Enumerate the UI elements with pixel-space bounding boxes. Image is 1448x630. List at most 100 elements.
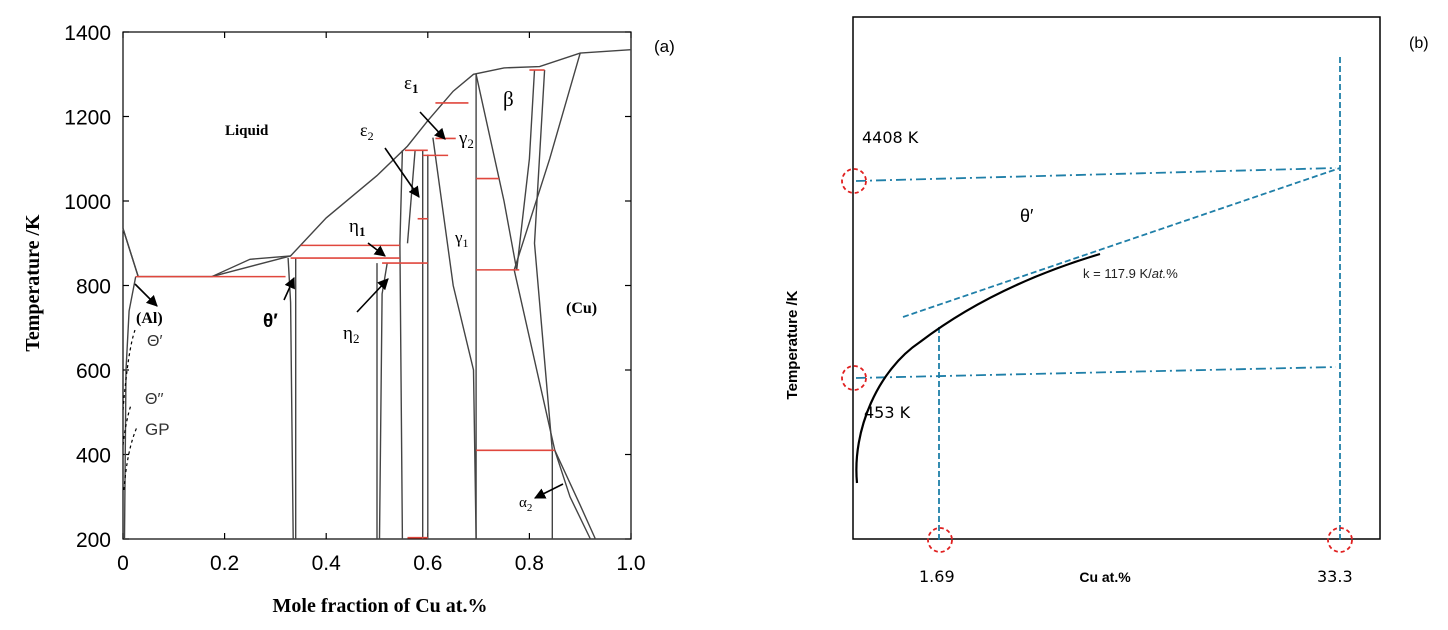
panel-a-arrows: [134, 111, 564, 499]
label-alpha2: α2: [519, 495, 532, 514]
arrow-eta2: [356, 278, 389, 313]
label-alpha2-sub: 2: [527, 502, 533, 514]
x-tick-label: 0.6: [413, 552, 442, 575]
phase-boundary: [123, 276, 137, 540]
arrow-al: [134, 283, 158, 307]
phase-boundary: [122, 49, 632, 278]
xtick-33-3: 33.3: [1317, 567, 1353, 586]
theta-prime-solvus-curve: [122, 329, 136, 411]
panel-a-invariant-lines: [135, 69, 555, 539]
panel-a-xlabel: Mole fraction of Cu at.%: [273, 595, 488, 617]
label-gamma2: γ2: [458, 128, 474, 151]
panel-a-ticks: 0 0.2 0.4 0.6 0.8 1.0 200 400 600 800 1000 1200 1400: [64, 22, 645, 575]
label-gamma1-sub: 1: [463, 236, 469, 250]
x-tick-label: 0: [117, 552, 129, 575]
arrow-theta-prime: [283, 276, 295, 301]
y-tick-label: 800: [76, 276, 111, 299]
label-gamma1: γ1: [454, 228, 469, 250]
panel-b-ylabel: Temperature /K: [784, 290, 801, 399]
arrow-alpha2: [533, 483, 564, 499]
phase-boundary: [432, 137, 477, 540]
marker-1-69: [927, 527, 953, 553]
y-tick-label: 1000: [64, 191, 111, 214]
label-eta1: η1: [349, 216, 365, 239]
arrow-eps2: [384, 147, 420, 198]
x-tick-label: 1.0: [616, 552, 645, 575]
panel-a-metastable-solvus: [122, 329, 138, 491]
y-tick-label: 600: [76, 360, 111, 383]
arrow-eps1: [419, 111, 446, 140]
y-tick-label: 200: [76, 529, 111, 552]
guide-upper-horizontal: [855, 167, 1337, 182]
label-slope-text: k = 117.9 K/: [1083, 266, 1152, 281]
label-theta-prime-dashed: Θ′: [147, 333, 162, 350]
label-gamma2-base: γ: [458, 128, 467, 149]
marker-33-3: [1327, 527, 1353, 553]
label-beta: β: [503, 87, 514, 111]
phase-boundary: [122, 228, 139, 277]
phase-boundary: [516, 69, 536, 270]
label-slope: k = 117.9 K/at.%: [1083, 266, 1178, 281]
label-gamma2-sub: 2: [467, 136, 474, 151]
label-alpha2-base: α: [519, 495, 527, 511]
theta-double-prime-solvus-curve: [122, 404, 132, 446]
theta-prime-solvus: [855, 252, 1101, 484]
panel-a-phase-diagram: 0 0.2 0.4 0.6 0.8 1.0 200 400 600 800 1000 1200 1400…: [22, 22, 675, 617]
guide-lower-horizontal: [855, 366, 1337, 379]
x-tick-label: 0.4: [312, 552, 342, 575]
label-theta-double-prime: Θ′′: [145, 391, 163, 408]
phase-boundary: [554, 450, 592, 540]
label-eps2: ε2: [360, 120, 374, 143]
phase-boundary: [513, 52, 597, 540]
phase-boundary: [378, 262, 388, 540]
xtick-1-69: 1.69: [919, 567, 955, 586]
phase-boundary: [533, 69, 553, 539]
panel-b-tag: (b): [1409, 35, 1429, 52]
label-eta2: η2: [343, 323, 359, 346]
guide-tangent: [902, 167, 1341, 318]
label-al: (Al): [136, 310, 163, 327]
label-eps2-sub: 2: [368, 129, 374, 143]
x-tick-label: 0.2: [210, 552, 239, 575]
label-slope-italic: at.: [1152, 266, 1166, 281]
label-cu: (Cu): [566, 300, 597, 317]
label-gamma1-base: γ: [454, 228, 463, 247]
phase-boundary: [475, 74, 518, 271]
panel-b-xlabel: Cu at.%: [1079, 569, 1131, 585]
y-tick-label: 400: [76, 445, 111, 468]
label-eta2-sub: 2: [353, 331, 360, 346]
y-tick-label: 1400: [64, 22, 111, 45]
panel-b-schematic: 4408 K 453 K θ′ k = 117.9 K/at.% 1.69 33…: [784, 16, 1429, 586]
arrow-eta1: [367, 242, 386, 257]
label-eps2-base: ε: [360, 120, 368, 140]
label-eta1-base: η: [349, 216, 359, 237]
label-4408k: 4408 K: [862, 128, 919, 147]
marker-453k: [841, 365, 867, 391]
panel-b-guides: [855, 57, 1341, 540]
panel-a-phase-labels: Liquid (Al) Θ′ Θ′′ GP θ′ η1 η2 ε1 ε2 γ2 …: [136, 73, 597, 514]
label-eta2-base: η: [343, 323, 353, 344]
phase-boundary: [406, 150, 416, 244]
marker-4408k: [841, 168, 867, 194]
label-eps1-base: ε: [404, 73, 412, 94]
label-eps1: ε1: [404, 73, 418, 96]
panel-a-phase-boundaries: [122, 49, 632, 540]
label-gp: GP: [145, 420, 170, 439]
panel-a-tag: (a): [654, 37, 675, 56]
label-eta1-sub: 1: [359, 224, 366, 239]
phase-boundary: [287, 257, 294, 540]
x-tick-label: 0.8: [515, 552, 544, 575]
label-eps1-sub: 1: [412, 81, 419, 96]
label-liquid: Liquid: [225, 123, 269, 139]
panel-a-ylabel: Temperature /K: [22, 214, 44, 352]
label-theta-prime-b: θ′: [1020, 206, 1034, 226]
gp-solvus-curve: [123, 426, 138, 491]
panel-b-plot-frame: [852, 16, 1381, 540]
label-slope-unit: %: [1166, 266, 1178, 281]
phase-boundary: [211, 255, 291, 278]
phase-boundary: [399, 150, 404, 540]
label-453k: 453 K: [864, 403, 911, 422]
y-tick-label: 1200: [64, 107, 111, 130]
panel-b-markers: [841, 168, 1353, 553]
